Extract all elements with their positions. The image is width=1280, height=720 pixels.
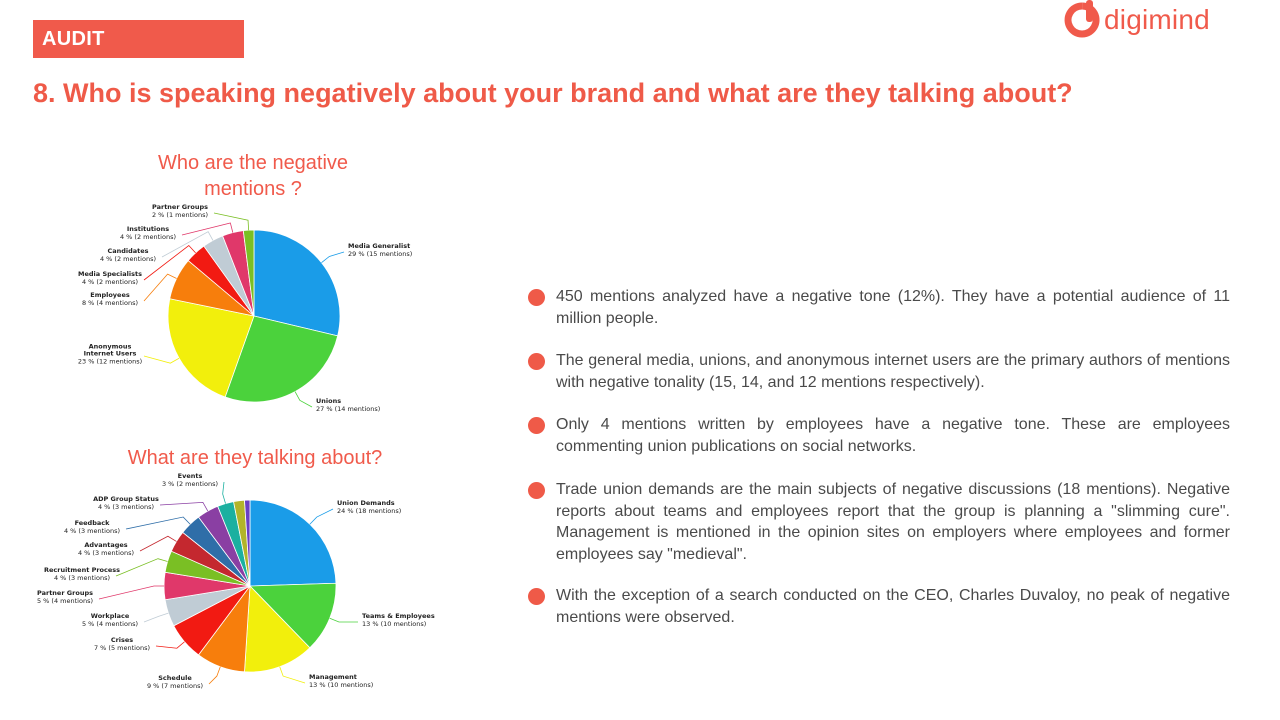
leader-line — [143, 273, 177, 302]
chart-1-title: Who are the negative mentions ? — [157, 152, 349, 200]
digimind-logo-icon — [1064, 0, 1100, 38]
slice-value-label: 24 % (18 mentions) — [337, 507, 401, 515]
bullet-text: 450 mentions analyzed have a negative to… — [556, 288, 1230, 327]
pie-slice — [167, 298, 255, 398]
slice-value-label: 29 % (15 mentions) — [348, 250, 412, 258]
slice-value-label: 4 % (3 mentions) — [54, 574, 110, 582]
bullet-dot-icon — [528, 588, 545, 605]
slice-name-label: Union Demands — [337, 499, 395, 507]
leader-line — [143, 612, 169, 623]
leader-line — [329, 617, 359, 623]
slice-value-label: 9 % (7 mentions) — [147, 682, 203, 690]
leader-line — [125, 516, 191, 530]
insight-bullet: Trade union demands are the main subject… — [528, 479, 1230, 565]
slice-name-label: Crises — [111, 636, 133, 644]
digimind-logo: digimind — [1064, 0, 1210, 40]
leader-line — [143, 244, 196, 281]
slice-name-label: Advantages — [84, 541, 127, 549]
leader-line — [181, 222, 234, 236]
slice-value-label: 3 % (2 mentions) — [162, 480, 218, 488]
leader-line — [143, 355, 180, 364]
slice-value-label: 5 % (4 mentions) — [82, 620, 138, 628]
slice-name-label: Recruitment Process — [44, 566, 120, 574]
bullet-dot-icon — [528, 353, 545, 370]
bullet-dot-icon — [528, 482, 545, 499]
pie-slice — [242, 229, 255, 317]
pie-slice — [244, 499, 251, 587]
insight-bullet: Only 4 mentions written by employees hav… — [528, 414, 1230, 457]
leader-line — [139, 535, 177, 552]
pie-slice — [224, 315, 339, 403]
slice-name-label: Schedule — [158, 674, 192, 682]
leader-line — [161, 231, 214, 258]
leader-line — [309, 508, 334, 525]
slice-name-label: Media Specialists — [78, 270, 142, 278]
slice-name-label: Management — [309, 673, 357, 681]
section-tag: AUDIT — [33, 20, 244, 58]
leader-line — [279, 666, 306, 684]
slice-value-label: 8 % (4 mentions) — [82, 299, 138, 307]
slice-name-label: Candidates — [107, 247, 148, 255]
leader-line — [115, 558, 168, 577]
slice-value-label: 23 % (12 mentions) — [78, 358, 142, 366]
leader-line — [222, 481, 226, 504]
slice-name-label: Partner Groups — [152, 203, 208, 211]
slice-value-label: 4 % (2 mentions) — [100, 255, 156, 263]
slice-name-label: Institutions — [127, 225, 169, 233]
pie-slice — [249, 499, 337, 587]
slice-value-label: 13 % (10 mentions) — [309, 681, 373, 689]
slice-value-label: 4 % (2 mentions) — [82, 278, 138, 286]
leader-line — [213, 212, 250, 231]
leader-line — [208, 666, 221, 685]
slice-name-label: Anonymous — [89, 343, 132, 351]
leader-line — [321, 251, 345, 263]
slice-value-label: 13 % (10 mentions) — [362, 620, 426, 628]
pie-slice — [244, 585, 311, 673]
pie-slice — [253, 229, 341, 337]
slice-name-label: Partner Groups — [37, 589, 93, 597]
slice-name-label: ADP Group Status — [93, 495, 159, 503]
slice-name-label: Feedback — [75, 519, 111, 527]
brand-name: digimind — [1104, 4, 1210, 35]
insight-bullet: With the exception of a search conducted… — [528, 585, 1230, 628]
slice-value-label: 2 % (1 mentions) — [152, 211, 208, 219]
slice-value-label: 4 % (3 mentions) — [98, 503, 154, 511]
bullet-text: Only 4 mentions written by employees hav… — [556, 416, 1230, 455]
slice-value-label: 4 % (3 mentions) — [78, 549, 134, 557]
leader-line — [155, 641, 185, 649]
slice-value-label: 5 % (4 mentions) — [37, 597, 93, 605]
leader-line — [294, 391, 313, 408]
slice-name-label: Internet Users — [84, 350, 137, 358]
slice-name-label: Workplace — [91, 612, 130, 620]
bullet-text: The general media, unions, and anonymous… — [556, 352, 1230, 391]
bullet-text: With the exception of a search conducted… — [556, 587, 1230, 626]
slice-name-label: Teams & Employees — [362, 612, 435, 620]
slice-name-label: Employees — [90, 291, 130, 299]
leader-line — [98, 585, 164, 600]
page-title: 8. Who is speaking negatively about your… — [33, 78, 1073, 108]
slice-name-label: Media Generalist — [348, 242, 410, 250]
slice-value-label: 4 % (2 mentions) — [120, 233, 176, 241]
slice-value-label: 4 % (3 mentions) — [64, 527, 120, 535]
bullet-dot-icon — [528, 289, 545, 306]
insight-bullet: 450 mentions analyzed have a negative to… — [528, 286, 1230, 329]
bullet-text: Trade union demands are the main subject… — [556, 481, 1230, 563]
chart-2-title: What are they talking about? — [127, 447, 383, 469]
slice-name-label: Events — [178, 472, 203, 480]
slice-value-label: 7 % (5 mentions) — [94, 644, 150, 652]
leader-line — [159, 501, 209, 512]
slice-name-label: Unions — [316, 397, 341, 405]
insight-bullet: The general media, unions, and anonymous… — [528, 350, 1230, 393]
bullet-dot-icon — [528, 417, 545, 434]
slice-value-label: 27 % (14 mentions) — [316, 405, 380, 413]
